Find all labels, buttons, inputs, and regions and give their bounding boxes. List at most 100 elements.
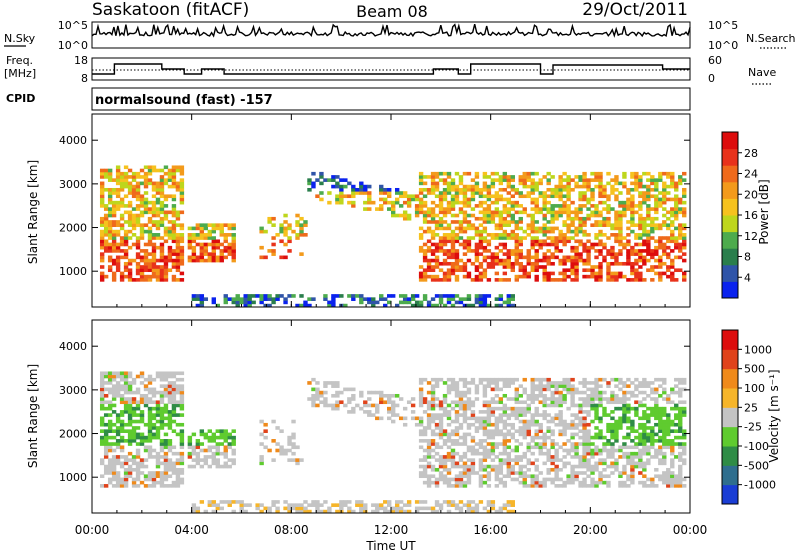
power-cell — [470, 261, 476, 266]
velocity-cell — [458, 435, 464, 440]
velocity-cell — [470, 377, 476, 382]
velocity-cell — [363, 506, 368, 511]
power-cell — [199, 223, 205, 227]
velocity-cell — [478, 442, 484, 446]
velocity-cell — [546, 451, 551, 456]
velocity-cell — [103, 442, 109, 446]
power-cell — [147, 207, 153, 211]
velocity-cell — [430, 384, 436, 388]
power-cell — [167, 258, 173, 263]
power-cell — [610, 226, 615, 231]
power-cell — [566, 274, 571, 279]
power-cell — [111, 210, 117, 215]
velocity-cell — [462, 484, 468, 488]
velocity-cell — [371, 503, 376, 507]
power-cell — [546, 242, 551, 247]
power-cell — [143, 191, 149, 195]
velocity-cell — [450, 458, 456, 462]
power-cell — [474, 249, 480, 253]
velocity-cell — [450, 448, 456, 453]
velocity-cell — [135, 448, 141, 453]
velocity-cell — [586, 403, 591, 408]
velocity-cell — [486, 419, 492, 424]
power-cell — [159, 184, 165, 189]
velocity-cell — [498, 419, 504, 424]
velocity-cell — [203, 435, 209, 440]
velocity-cell — [550, 390, 555, 395]
power-cell — [602, 233, 607, 237]
power-cell — [135, 194, 141, 199]
velocity-cell — [554, 484, 559, 488]
power-cell — [574, 249, 579, 253]
power-cell — [674, 226, 679, 231]
power-cell — [295, 223, 300, 227]
velocity-cell — [546, 403, 551, 408]
velocity-cell — [522, 390, 527, 395]
velocity-cell — [123, 384, 129, 388]
velocity-cell — [542, 445, 547, 450]
velocity-cell — [299, 458, 304, 462]
velocity-cell — [315, 500, 320, 504]
power-cell — [147, 200, 153, 205]
velocity-cell — [610, 445, 615, 450]
power-cell — [626, 226, 631, 231]
velocity-cell — [638, 422, 643, 427]
velocity-cell — [147, 410, 153, 414]
velocity-cell — [466, 464, 472, 469]
velocity-cell — [682, 381, 687, 385]
velocity-cell — [295, 503, 300, 507]
velocity-cell — [454, 416, 460, 421]
velocity-cell — [506, 439, 511, 443]
velocity-cell — [658, 406, 663, 411]
velocity-cell — [602, 390, 607, 395]
power-cell — [570, 236, 575, 240]
velocity-cell — [327, 506, 332, 511]
power-cell — [550, 175, 555, 179]
power-cell — [367, 194, 372, 199]
velocity-cell — [259, 458, 264, 462]
velocity-cell — [159, 484, 165, 488]
velocity-cell — [426, 422, 432, 427]
velocity-cell — [119, 422, 125, 427]
power-cell — [315, 178, 320, 182]
power-cell — [682, 223, 687, 227]
power-cell — [426, 210, 432, 215]
power-cell — [554, 226, 559, 231]
velocity-cell — [602, 377, 607, 382]
power-cell — [602, 245, 607, 250]
power-cell — [163, 226, 169, 231]
velocity-cell — [534, 393, 539, 398]
velocity-cell — [123, 403, 129, 408]
power-cell — [454, 226, 460, 231]
power-cell — [99, 184, 105, 189]
power-cell — [638, 181, 643, 186]
power-cell — [446, 294, 452, 298]
velocity-cell — [299, 506, 304, 511]
power-cell — [506, 233, 511, 237]
velocity-cell — [195, 461, 201, 466]
power-cell — [670, 258, 675, 263]
velocity-cell — [159, 455, 165, 459]
velocity-cell — [426, 461, 432, 466]
velocity-cell — [458, 390, 464, 395]
power-cell — [630, 194, 635, 199]
velocity-cell — [147, 381, 153, 385]
power-cell — [594, 184, 599, 189]
velocity-cell — [203, 458, 209, 462]
power-cell — [450, 200, 456, 205]
velocity-cell — [618, 419, 623, 424]
power-cell — [123, 255, 129, 260]
power-cell — [518, 274, 523, 279]
velocity-cell — [215, 448, 220, 453]
velocity-cell — [135, 413, 141, 417]
velocity-cell — [470, 509, 476, 514]
power-cell — [642, 220, 647, 224]
velocity-cell — [175, 451, 181, 456]
velocity-cell — [219, 429, 224, 433]
velocity-cell — [638, 432, 643, 437]
velocity-cell — [99, 461, 105, 466]
velocity-cell — [486, 448, 492, 453]
power-cell — [387, 194, 392, 199]
velocity-cell — [626, 435, 631, 440]
velocity-cell — [159, 390, 165, 395]
